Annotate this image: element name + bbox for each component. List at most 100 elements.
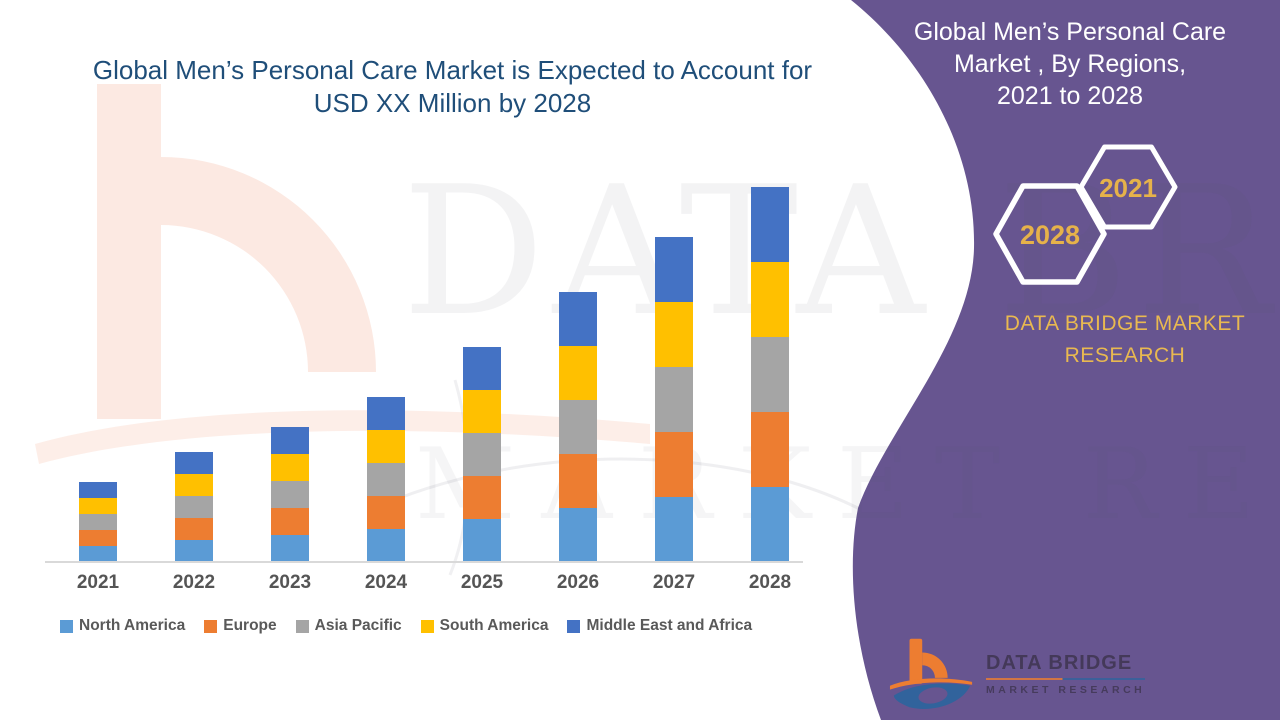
side-panel-title-line2: Market , By Regions, — [953, 50, 1187, 78]
org-name-line1: DATA BRIDGE MARKET — [1004, 312, 1246, 335]
bar-segment — [463, 347, 501, 390]
x-axis-tick-label: 2025 — [460, 572, 504, 593]
chart-title: Global Men’s Personal Care Market is Exp… — [85, 54, 820, 120]
x-axis-tick-label: 2028 — [748, 572, 792, 593]
legend-swatch-icon — [295, 619, 309, 633]
bar-segment — [463, 519, 501, 562]
bar-segment — [367, 463, 405, 496]
bar-segment — [79, 498, 117, 514]
bar-segment — [463, 476, 501, 519]
hexagon-year-2021: 2021 — [1099, 173, 1157, 203]
bar-segment — [559, 346, 597, 400]
legend-swatch-icon — [60, 619, 73, 633]
bar-segment — [751, 412, 789, 487]
hexagon-badge-left — [993, 183, 1107, 285]
chart-legend: North America Europe Asia Pacific South Ame… — [60, 617, 752, 635]
bar-segment — [655, 367, 693, 432]
side-panel-title: Global Men’s Personal Care Market , By R… — [880, 16, 1260, 112]
logo-b-stem — [909, 638, 923, 684]
legend-swatch-icon — [420, 619, 434, 633]
bar-segment — [655, 497, 693, 562]
org-name-line2: RESEARCH — [1064, 344, 1186, 367]
x-axis-line — [45, 561, 803, 563]
legend-label: North America — [79, 617, 186, 634]
bar-segment — [175, 496, 213, 518]
bar-segment — [463, 390, 501, 433]
x-axis-tick-label: 2024 — [364, 572, 408, 593]
bar-segment — [655, 237, 693, 302]
logo-swoosh-orange — [889, 678, 973, 690]
x-axis-tick-label: 2027 — [652, 572, 696, 593]
side-panel-title-line1: Global Men’s Personal Care — [913, 18, 1227, 46]
bar-segment — [271, 427, 309, 454]
x-axis-tick-label: 2021 — [76, 572, 120, 593]
bar-segment — [175, 474, 213, 496]
bar-segment — [655, 432, 693, 497]
bar-segment — [367, 397, 405, 430]
legend-label: Europe — [223, 617, 277, 634]
x-axis-tick-label: 2023 — [268, 572, 312, 593]
footer-logo-brand: DATA BRIDGE — [986, 652, 1133, 674]
legend-item: Asia Pacific — [295, 617, 402, 635]
bar-segment — [655, 302, 693, 367]
legend-item: Middle East and Africa — [567, 617, 752, 635]
bar-segment — [271, 508, 309, 535]
x-axis-tick-label: 2022 — [172, 572, 216, 593]
data-bridge-logo-mark — [889, 638, 973, 709]
stacked-bar-2022 — [175, 452, 213, 562]
bar-segment — [175, 540, 213, 562]
legend-swatch-icon — [567, 619, 581, 633]
bar-segment — [79, 514, 117, 530]
chart-title-line1: Global Men’s Personal Care Market is Exp… — [92, 55, 813, 85]
side-panel-title-line3: 2021 to 2028 — [997, 82, 1143, 110]
stacked-bar-2027 — [655, 237, 693, 562]
stacked-bar-2026 — [559, 292, 597, 562]
hexagon-badge-right — [1078, 144, 1178, 230]
bar-segment — [271, 535, 309, 562]
logo-d-hole — [918, 687, 948, 704]
footer-logo-divider — [986, 678, 1146, 680]
footer-logo-text: DATA BRIDGE MARKET RESEARCH — [986, 652, 1146, 696]
chart-title-line2: USD XX Million by 2028 — [313, 88, 592, 118]
year-hexagon-badges: 2028 2021 — [993, 144, 1178, 285]
legend-swatch-icon — [204, 619, 218, 633]
legend-label: Middle East and Africa — [586, 617, 753, 634]
bar-segment — [751, 262, 789, 337]
bar-segment — [559, 292, 597, 346]
watermark-b-bowl — [161, 157, 376, 372]
bar-segment — [79, 546, 117, 562]
bar-segment — [367, 529, 405, 562]
footer-logo-tagline: MARKET RESEARCH — [986, 684, 1146, 696]
legend-item: Europe — [204, 617, 277, 635]
bar-segment — [175, 452, 213, 474]
legend-label: South America — [439, 617, 549, 634]
stacked-bar-2024 — [367, 397, 405, 562]
bar-segment — [559, 508, 597, 562]
stacked-bar-2025 — [463, 347, 501, 562]
legend-item: South America — [420, 617, 549, 635]
x-axis-tick-label: 2026 — [556, 572, 600, 593]
bar-segment — [751, 487, 789, 562]
legend-label: Asia Pacific — [314, 617, 402, 634]
stacked-bar-2021 — [79, 482, 117, 562]
bar-segment — [175, 518, 213, 540]
bar-segment — [559, 400, 597, 454]
logo-b-bowl — [922, 652, 948, 678]
legend-item: North America — [60, 617, 185, 635]
bar-segment — [751, 337, 789, 412]
hexagon-year-2028: 2028 — [1020, 220, 1080, 250]
bar-segment — [271, 481, 309, 508]
bar-segment — [367, 496, 405, 529]
stacked-bar-2023 — [271, 427, 309, 562]
bar-segment — [463, 433, 501, 476]
watermark-b-stem — [97, 84, 161, 419]
bar-segment — [79, 530, 117, 546]
stacked-bar-2028 — [751, 187, 789, 562]
bar-segment — [559, 454, 597, 508]
footer-logo: DATA BRIDGE MARKET RESEARCH — [888, 634, 1146, 714]
side-panel-org-name: DATA BRIDGE MARKET RESEARCH — [930, 308, 1280, 372]
bar-segment — [271, 454, 309, 481]
bar-segment — [79, 482, 117, 498]
